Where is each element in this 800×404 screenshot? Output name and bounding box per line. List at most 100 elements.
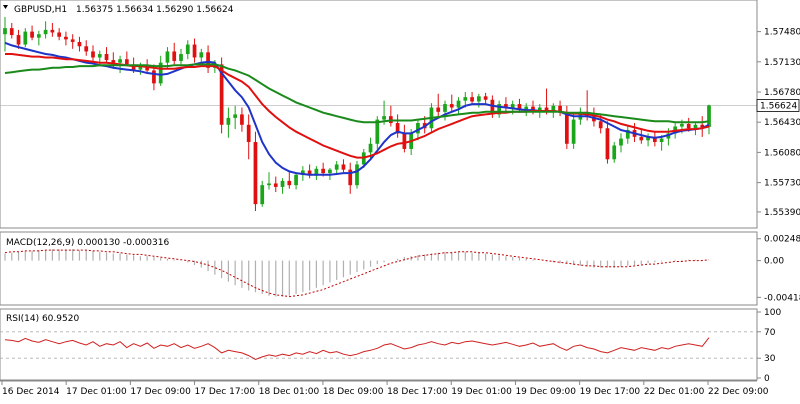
macd-tick-label: -0.004185 — [764, 293, 800, 303]
candle-body — [612, 145, 617, 160]
candle-body — [395, 123, 400, 134]
time-tick-label: 17 Dec 17:00 — [195, 387, 256, 397]
candle-body — [639, 136, 644, 141]
chart-ohlc: 1.56375 1.56634 1.56290 1.56624 — [76, 5, 234, 15]
time-tick-label: 17 Dec 01:00 — [66, 387, 127, 397]
candle-body — [449, 104, 454, 108]
candle-body — [280, 180, 285, 187]
price-panel-border — [0, 0, 758, 229]
candle-body — [294, 174, 298, 186]
candle-body — [517, 104, 522, 110]
candle-body — [483, 96, 488, 100]
time-tick-label: 19 Dec 01:00 — [451, 387, 512, 397]
candle-body — [219, 64, 224, 125]
candle-body — [510, 104, 515, 108]
candle-body — [321, 168, 326, 174]
candle-body — [659, 138, 664, 143]
candle-body — [497, 104, 502, 115]
time-tick-label: 19 Dec 09:00 — [515, 387, 576, 397]
candle-body — [206, 52, 210, 68]
price-moving-averages — [4, 41, 710, 176]
ema_fast-line — [4, 41, 710, 176]
candle-body — [646, 136, 650, 141]
time-tick-label: 22 Dec 09:00 — [708, 387, 769, 397]
candle-body — [64, 36, 68, 40]
candle-body — [260, 185, 265, 205]
candle-body — [443, 104, 447, 112]
candle-body — [456, 100, 461, 108]
candle-body — [192, 44, 197, 58]
time-tick-label: 18 Dec 01:00 — [259, 387, 320, 397]
candle-body — [104, 54, 109, 61]
macd-panel-border — [0, 231, 758, 306]
candle-body — [23, 31, 28, 45]
candle-body — [490, 99, 495, 115]
candle-body — [97, 54, 102, 58]
candle-body — [253, 142, 258, 205]
macd-panel: 0.002487 0.00 -0.004185 MACD(12,26,9) 0.00… — [0, 231, 800, 306]
candle-body — [77, 41, 82, 47]
candle-body — [619, 138, 623, 146]
candle-body — [246, 124, 251, 143]
candle-body — [328, 169, 332, 174]
candle-body — [416, 123, 420, 134]
candle-body — [436, 107, 441, 112]
rsi-tick-label: 30 — [764, 354, 776, 364]
candle-body — [240, 114, 244, 125]
current-price-box — [756, 99, 800, 112]
time-tick-label: 19 Dec 17:00 — [580, 387, 641, 397]
candle-body — [185, 44, 190, 55]
candle-body — [348, 169, 353, 186]
candle-body — [537, 107, 542, 111]
candle-body — [3, 28, 7, 35]
rsi-panel-border — [0, 308, 758, 381]
symbol-dropdown-icon[interactable] — [3, 5, 8, 9]
candle-body — [118, 59, 122, 63]
price-panel: 1.57480 1.57130 1.56780 1.56430 1.56080 1.557… — [0, 0, 800, 229]
candle-body — [341, 164, 346, 170]
candle-body — [375, 119, 380, 144]
macd-signal-line — [4, 249, 710, 298]
price-tick-label: 1.56780 — [764, 88, 800, 98]
price-tick-label: 1.55390 — [764, 208, 800, 218]
time-tick-label: 22 Dec 01:00 — [644, 387, 705, 397]
candle-body — [287, 180, 292, 186]
candle-body — [700, 124, 705, 128]
candle-body — [368, 143, 373, 153]
candle-body — [504, 104, 508, 108]
candle-body — [172, 51, 177, 61]
rsi-tick-label: 100 — [764, 308, 781, 318]
rsi-title: RSI(14) 60.9520 — [6, 314, 79, 324]
macd-y-axis: 0.002487 0.00 -0.004185 — [757, 235, 800, 303]
candle-body — [544, 107, 549, 111]
candle-body — [598, 121, 603, 129]
candle-body — [463, 97, 468, 101]
candle-body — [57, 32, 62, 37]
candle-body — [9, 28, 14, 36]
chart-title: GBPUSD,H1 — [14, 5, 67, 15]
macd-tick-label: 0.002487 — [764, 235, 800, 245]
candle-body — [16, 35, 21, 45]
current-price-text: 1.56624 — [760, 101, 797, 111]
candle-body — [693, 124, 698, 129]
candle-body — [564, 112, 569, 144]
candle-body — [165, 51, 170, 63]
candle-body — [91, 51, 95, 58]
macd-title: MACD(12,26,9) 0.000130 -0.000316 — [6, 238, 169, 248]
price-tick-label: 1.56430 — [764, 118, 800, 128]
current-price-label: 1.56624 — [756, 99, 800, 112]
candle-body — [199, 52, 204, 58]
candle-body — [111, 60, 116, 63]
rsi-y-axis: 100 70 30 0 — [757, 308, 781, 384]
ema_slow-line — [4, 63, 710, 124]
rsi-tick-label: 0 — [764, 374, 770, 384]
candle-body — [558, 105, 562, 113]
time-tick-label: 16 Dec 2014 — [2, 387, 60, 397]
candle-body — [267, 183, 271, 186]
time-tick-label: 18 Dec 09:00 — [323, 387, 384, 397]
price-tick-label: 1.57480 — [764, 28, 800, 38]
candle-body — [680, 123, 684, 127]
candle-body — [84, 46, 89, 52]
macd-tick-label: 0.00 — [764, 257, 784, 267]
